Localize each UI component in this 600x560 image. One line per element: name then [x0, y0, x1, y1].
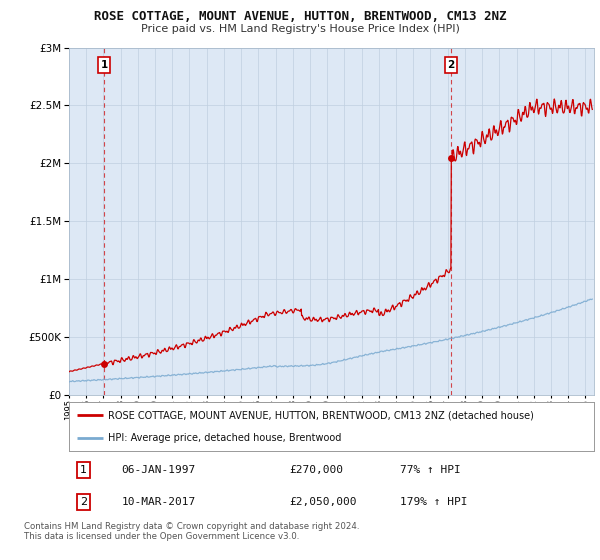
- Text: £270,000: £270,000: [290, 465, 343, 475]
- Text: 1: 1: [100, 60, 108, 70]
- Text: £2,050,000: £2,050,000: [290, 497, 357, 507]
- Text: Price paid vs. HM Land Registry's House Price Index (HPI): Price paid vs. HM Land Registry's House …: [140, 24, 460, 34]
- Text: HPI: Average price, detached house, Brentwood: HPI: Average price, detached house, Bren…: [109, 433, 342, 444]
- Text: 10-MAR-2017: 10-MAR-2017: [121, 497, 196, 507]
- Text: Contains HM Land Registry data © Crown copyright and database right 2024.
This d: Contains HM Land Registry data © Crown c…: [24, 522, 359, 542]
- Text: 06-JAN-1997: 06-JAN-1997: [121, 465, 196, 475]
- Text: ROSE COTTAGE, MOUNT AVENUE, HUTTON, BRENTWOOD, CM13 2NZ (detached house): ROSE COTTAGE, MOUNT AVENUE, HUTTON, BREN…: [109, 410, 534, 421]
- Text: 2: 2: [80, 497, 87, 507]
- Text: 2: 2: [448, 60, 455, 70]
- Text: 77% ↑ HPI: 77% ↑ HPI: [400, 465, 461, 475]
- Text: 179% ↑ HPI: 179% ↑ HPI: [400, 497, 467, 507]
- Text: ROSE COTTAGE, MOUNT AVENUE, HUTTON, BRENTWOOD, CM13 2NZ: ROSE COTTAGE, MOUNT AVENUE, HUTTON, BREN…: [94, 10, 506, 23]
- Text: 1: 1: [80, 465, 87, 475]
